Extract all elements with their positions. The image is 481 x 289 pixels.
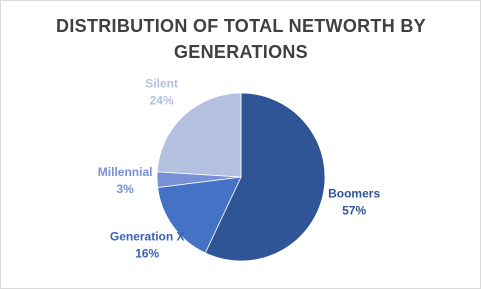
- slice-category-label: Generation X: [110, 229, 185, 243]
- pie-slice: [157, 176, 242, 254]
- chart-title: DISTRIBUTION OF TOTAL NETWORTH BY GENERA…: [56, 16, 426, 62]
- pie-slice: [204, 92, 326, 262]
- slice-category-label: Boomers: [328, 186, 380, 200]
- slice-value-label: 16%: [135, 246, 159, 260]
- slice-value-label: 24%: [150, 94, 174, 108]
- slice-value-label: 57%: [342, 203, 366, 217]
- pie-slice: [156, 92, 242, 178]
- slice-category-label: Millennial: [98, 165, 153, 179]
- slice-category-label: Silent: [145, 77, 178, 91]
- slice-value-label: 3%: [116, 182, 134, 196]
